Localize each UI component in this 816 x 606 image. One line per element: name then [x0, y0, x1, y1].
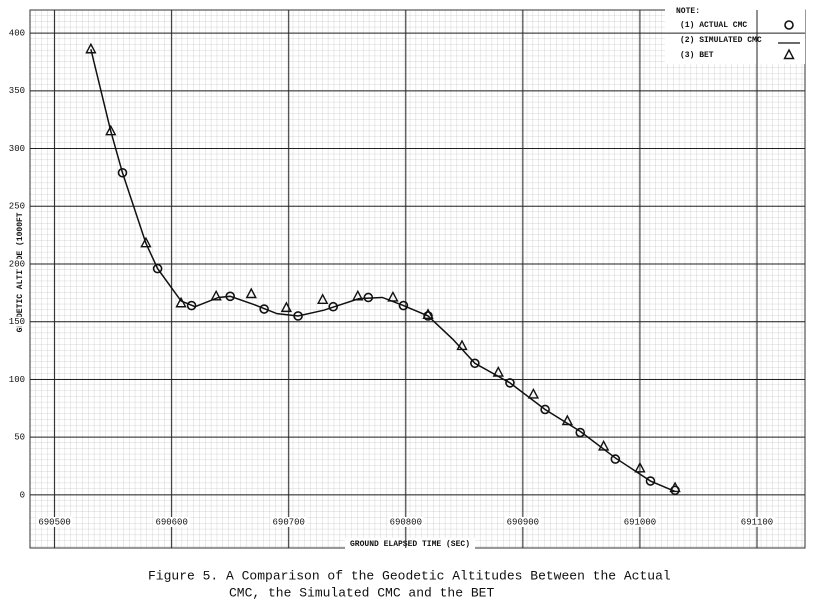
data-point: [422, 308, 434, 319]
tick-label-bg: [4, 258, 26, 269]
data-point: [610, 454, 621, 464]
x-tick-label: 691100: [741, 517, 773, 527]
tick-label-bg: [36, 517, 73, 527]
tick-label-bg: [621, 517, 658, 527]
tick-label-bg: [504, 517, 541, 527]
data-point: [645, 476, 656, 486]
legend-title: NOTE:: [676, 7, 700, 16]
series-line: [90, 49, 676, 493]
legend-swatch: [783, 48, 795, 60]
x-tick-label: 691000: [624, 517, 656, 527]
graph-paper: [30, 10, 805, 548]
data-point: [398, 300, 409, 311]
x-tick-label: 690900: [507, 517, 539, 527]
tick-label-bg: [4, 432, 26, 443]
tick-label-bg: [4, 28, 26, 39]
y-tick-label: 300: [9, 144, 25, 154]
y-tick-label: 50: [14, 433, 25, 443]
data-point: [85, 42, 97, 54]
y-axis-title: GEODETIC ALTITUDE (1000FT): [16, 208, 25, 333]
y-tick-label: 0: [20, 490, 25, 500]
data-point: [210, 289, 222, 301]
data-point: [387, 290, 399, 302]
data-point: [597, 439, 610, 451]
caption-line: Figure 5. A Comparison of the Geodetic A…: [148, 568, 671, 583]
data-point: [117, 167, 128, 178]
tick-label-bg: [387, 517, 424, 527]
tick-label-bg: [153, 517, 190, 527]
tick-label-bg: [4, 374, 26, 385]
legend-swatch: [784, 20, 794, 30]
data-point: [470, 358, 480, 369]
data-point: [245, 287, 257, 299]
data-point: [328, 301, 339, 312]
data-point: [561, 414, 574, 426]
data-point: [175, 296, 187, 308]
data-point: [492, 366, 504, 377]
x-tick-label: 690700: [273, 517, 305, 527]
legend-label: (3) BET: [680, 51, 714, 60]
tick-label-bg: [270, 517, 307, 527]
data-point: [140, 236, 152, 248]
data-point: [105, 124, 117, 136]
tick-label-bg: [4, 201, 26, 212]
data-point: [152, 263, 163, 274]
data-point: [259, 304, 269, 314]
tick-label-bg: [4, 85, 26, 96]
y-tick-label: 150: [9, 317, 25, 327]
tick-label-bg: [4, 143, 26, 154]
y-tick-label: 200: [9, 259, 25, 269]
y-tick-label: 350: [9, 86, 25, 96]
y-tick-label: 100: [9, 375, 25, 385]
tick-label-bg: [4, 489, 26, 500]
y-tick-label: 400: [9, 28, 25, 38]
x-tick-label: 690500: [38, 517, 70, 527]
data-point: [456, 339, 468, 351]
data-point: [527, 387, 540, 399]
data-point: [634, 461, 646, 473]
x-title-bg: [345, 538, 475, 550]
y-tick-label: 250: [9, 202, 25, 212]
legend-label: (2) SIMULATED CMC: [680, 36, 762, 45]
tick-label-bg: [4, 316, 26, 327]
data-point: [352, 289, 364, 301]
x-axis-title: GROUND ELAPSED TIME (SEC): [350, 540, 470, 549]
caption-line: CMC, the Simulated CMC and the BET: [229, 585, 494, 600]
data-point: [186, 300, 197, 311]
data-point: [669, 481, 681, 493]
data-point: [505, 378, 515, 388]
x-tick-label: 690800: [390, 517, 422, 527]
data-point: [540, 404, 550, 415]
legend-label: (1) ACTUAL CMC: [680, 21, 747, 30]
data-point: [575, 427, 586, 438]
x-tick-label: 690600: [155, 517, 187, 527]
data-point: [317, 293, 329, 304]
tick-label-bg: [739, 517, 776, 527]
data-point: [280, 301, 293, 313]
legend-box: [665, 4, 805, 64]
